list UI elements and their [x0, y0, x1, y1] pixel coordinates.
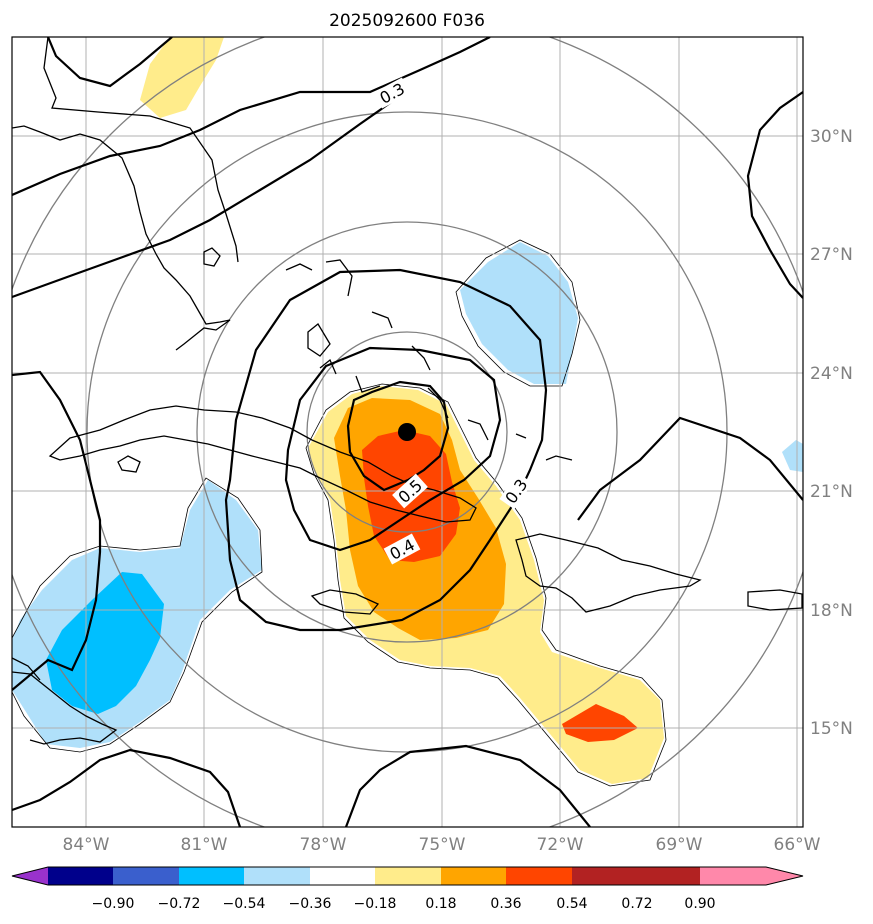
lon-label: 78°W: [300, 835, 347, 855]
lat-label: 30°N: [810, 127, 853, 147]
lat-label: 15°N: [810, 719, 853, 739]
graticule: [12, 37, 803, 827]
colorbar-tick: −0.18: [354, 896, 397, 912]
lon-label: 66°W: [774, 835, 821, 855]
lon-label: 81°W: [181, 835, 228, 855]
lon-label: 84°W: [63, 835, 110, 855]
colorbar-tick: 0.18: [425, 896, 456, 912]
shading-outlines: [12, 239, 667, 787]
lat-labels: 30°N 27°N 24°N 21°N 18°N 15°N: [810, 127, 853, 739]
colorbar-segment: [310, 867, 375, 885]
colorbar-outline: [11, 866, 804, 886]
colorbar-extend-max: [700, 867, 803, 885]
colorbar-segment: [179, 867, 244, 885]
lon-label: 69°W: [656, 835, 703, 855]
colorbar-segment: [637, 867, 700, 885]
lat-label: 21°N: [810, 482, 853, 502]
figure-title: 2025092600 F036: [329, 11, 485, 31]
colorbar-tick: −0.72: [158, 896, 201, 912]
map-frame: [11, 36, 804, 828]
colorbar-extend-min: [12, 867, 48, 885]
colorbar-segment: [375, 867, 441, 885]
colorbar-segment: [244, 867, 310, 885]
lat-label: 24°N: [810, 364, 853, 384]
lon-labels: 84°W 81°W 78°W 75°W 72°W 69°W 66°W: [63, 835, 821, 855]
lon-label: 72°W: [537, 835, 584, 855]
storm-center-marker: [398, 423, 416, 441]
negative-anomaly-deep: [46, 572, 164, 714]
colorbar-tick: 0.72: [621, 896, 652, 912]
colorbar-tick: 0.36: [490, 896, 521, 912]
range-rings: [12, 37, 803, 827]
contours: [12, 37, 803, 827]
colorbar: −0.90 −0.72 −0.54 −0.36 −0.18 0.18 0.36 …: [11, 866, 804, 912]
colorbar-ticks: −0.90 −0.72 −0.54 −0.36 −0.18 0.18 0.36 …: [92, 896, 716, 912]
colorbar-segment: [506, 867, 572, 885]
colorbar-segment: [441, 867, 506, 885]
coastlines: [12, 37, 803, 745]
colorbar-segment: [48, 867, 113, 885]
colorbar-tick: 0.54: [556, 896, 587, 912]
colorbar-tick: −0.36: [289, 896, 332, 912]
colorbar-tick: 0.90: [684, 896, 715, 912]
positive-anomaly-small-red: [562, 704, 638, 742]
colorbar-tick: −0.54: [223, 896, 266, 912]
colorbar-segment: [113, 867, 179, 885]
colorbar-tick: −0.90: [92, 896, 135, 912]
lat-label: 18°N: [810, 601, 853, 621]
lon-label: 75°W: [419, 835, 466, 855]
lat-label: 27°N: [810, 245, 853, 265]
colorbar-segment: [572, 867, 637, 885]
map-panel: 0.3 0.5 0.4 0.3: [12, 37, 803, 827]
